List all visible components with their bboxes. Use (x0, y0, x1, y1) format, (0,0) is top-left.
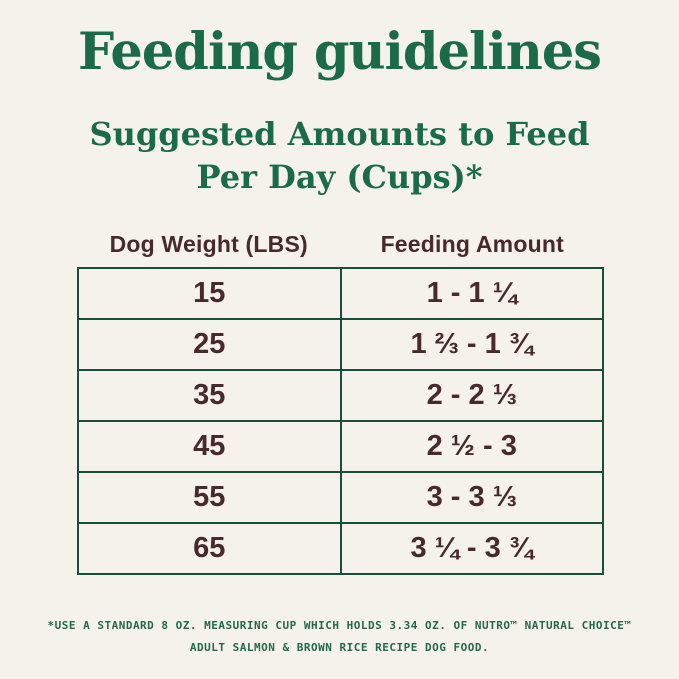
weight-cell: 15 (77, 267, 342, 320)
amount-cell: 1 - 1 ¼ (339, 267, 604, 320)
feeding-table: 15 1 - 1 ¼ 25 1 ⅔ - 1 ¾ 35 2 - 2 ⅓ 45 2 … (77, 267, 604, 575)
footnote: *USE A STANDARD 8 OZ. MEASURING CUP WHIC… (0, 615, 679, 659)
weight-cell: 45 (77, 420, 342, 473)
column-header-feeding-amount: Feeding Amount (380, 231, 564, 257)
table-row: 35 2 - 2 ⅓ (77, 369, 604, 422)
table-row: 25 1 ⅔ - 1 ¾ (77, 318, 604, 371)
table-row: 15 1 - 1 ¼ (77, 267, 604, 320)
amount-cell: 2 ½ - 3 (339, 420, 604, 473)
subtitle: Suggested Amounts to Feed Per Day (Cups)… (0, 113, 679, 199)
column-header-dog-weight: Dog Weight (LBS) (109, 231, 308, 257)
subtitle-line-2: Per Day (Cups)* (196, 158, 483, 196)
amount-cell: 1 ⅔ - 1 ¾ (339, 318, 604, 371)
weight-cell: 35 (77, 369, 342, 422)
table-row: 65 3 ¼ - 3 ¾ (77, 522, 604, 575)
table-row: 55 3 - 3 ⅓ (77, 471, 604, 524)
weight-cell: 25 (77, 318, 342, 371)
table-row: 45 2 ½ - 3 (77, 420, 604, 473)
amount-cell: 2 - 2 ⅓ (339, 369, 604, 422)
weight-cell: 55 (77, 471, 342, 524)
weight-cell: 65 (77, 522, 342, 575)
page-title: Feeding guidelines (77, 22, 602, 82)
footnote-line-2: ADULT SALMON & BROWN RICE RECIPE DOG FOO… (189, 641, 490, 654)
subtitle-line-1: Suggested Amounts to Feed (89, 115, 590, 153)
amount-cell: 3 - 3 ⅓ (339, 471, 604, 524)
footnote-line-1: *USE A STANDARD 8 OZ. MEASURING CUP WHIC… (47, 619, 632, 632)
table-column-headers: Dog Weight (LBS) Feeding Amount (77, 231, 604, 258)
amount-cell: 3 ¼ - 3 ¾ (339, 522, 604, 575)
